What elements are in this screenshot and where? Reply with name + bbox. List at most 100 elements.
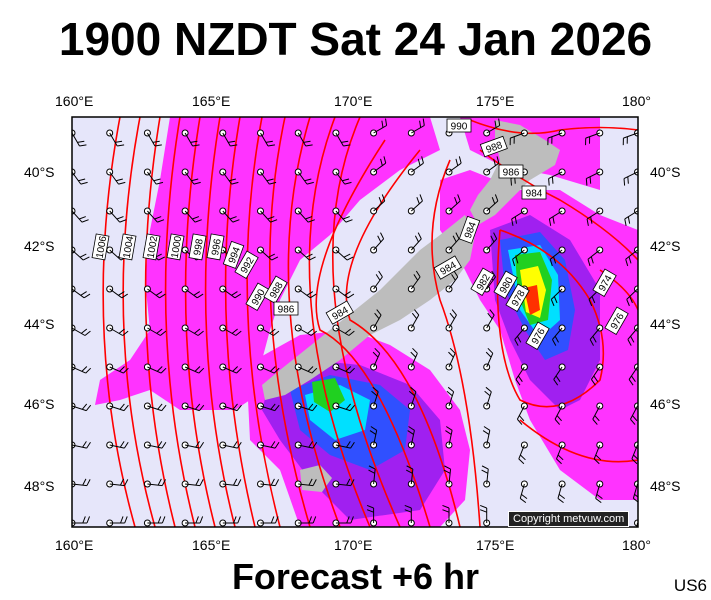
wind-barb-feather: [518, 415, 525, 422]
wind-barb-feather: [86, 479, 91, 486]
wind-barb-feather: [193, 181, 201, 185]
wind-barb-feather: [381, 120, 384, 128]
wind-barb-feather: [412, 347, 418, 354]
wind-barb-icon: [448, 469, 452, 485]
wind-barb-feather: [406, 465, 414, 470]
wind-barb-icon: [72, 444, 87, 449]
wind-barb-feather: [451, 309, 457, 316]
wind-barb-icon: [184, 366, 200, 374]
wind-barb-feather: [81, 219, 89, 223]
wind-barb-feather: [233, 478, 238, 486]
wind-barb-icon: [147, 327, 161, 336]
wind-barb-feather: [554, 336, 559, 343]
lat-label-left: 42°S: [24, 238, 55, 254]
wind-barb-feather: [445, 426, 453, 431]
lon-label-bottom: 180°: [622, 537, 651, 553]
wind-barb-feather: [341, 140, 349, 143]
wind-barb-icon: [553, 366, 563, 380]
wind-barb-icon: [222, 405, 238, 412]
wind-barb-feather: [380, 158, 383, 166]
wind-barb-icon: [586, 210, 601, 220]
wind-barb-feather: [306, 291, 314, 296]
wind-barb-icon: [335, 444, 351, 449]
wind-barb-feather: [123, 367, 129, 374]
wind-barb-feather: [376, 309, 382, 316]
wind-barb-feather: [595, 454, 602, 461]
wind-barb-icon: [448, 200, 461, 212]
wind-barb-feather: [190, 140, 198, 143]
wind-barb-icon: [592, 405, 601, 420]
wind-barb-feather: [405, 469, 413, 474]
wind-barb-feather: [626, 299, 630, 307]
lon-label-top: 165°E: [192, 93, 231, 109]
wind-barb-icon: [335, 405, 351, 412]
wind-barb-feather: [229, 178, 237, 182]
wind-barb-feather: [308, 478, 313, 486]
wind-barb-feather: [510, 178, 512, 186]
wind-barb-feather: [270, 478, 275, 486]
wind-barb-feather: [199, 479, 204, 486]
wind-barb-icon: [146, 132, 156, 147]
wind-barb-feather: [552, 216, 555, 224]
wind-barb-feather: [554, 418, 561, 425]
wind-barb-feather: [404, 509, 412, 513]
wind-barb-icon: [373, 162, 387, 173]
wind-barb-feather: [628, 256, 632, 264]
wind-barb-feather: [371, 390, 378, 397]
wind-barb-feather: [304, 178, 312, 182]
wind-barb-feather: [416, 197, 420, 204]
wind-barb-feather: [487, 312, 493, 319]
wind-barb-feather: [228, 140, 236, 143]
wind-barb-icon: [373, 353, 381, 368]
wind-barb-feather: [485, 351, 492, 358]
wind-barb-icon: [297, 327, 312, 336]
wind-barb-feather: [266, 178, 274, 182]
wind-barb-feather: [231, 181, 239, 185]
wind-barb-feather: [116, 216, 124, 220]
wind-barb-feather: [237, 441, 242, 449]
wind-barb-feather: [199, 516, 204, 524]
wind-barb-icon: [623, 171, 638, 180]
wind-barb-feather: [344, 181, 352, 185]
wind-barb-feather: [312, 404, 318, 411]
wind-barb-icon: [184, 288, 198, 299]
isobar-label: 990: [446, 118, 472, 133]
wind-barb-feather: [124, 516, 128, 524]
south-island-land: [262, 215, 475, 400]
wind-barb-icon: [411, 125, 425, 134]
wind-barb-feather: [422, 118, 425, 126]
wind-barb-feather: [366, 504, 374, 509]
wind-barb-feather: [445, 430, 452, 435]
lon-label-top: 160°E: [55, 93, 94, 109]
wind-barb-feather: [343, 144, 351, 147]
wind-barb-icon: [222, 288, 236, 299]
wind-barb-feather: [494, 194, 499, 202]
wind-barb-feather: [449, 347, 456, 354]
wind-barb-feather: [591, 379, 596, 386]
lat-label-right: 42°S: [650, 238, 681, 254]
wind-barb-icon: [512, 249, 525, 260]
wind-barb-feather: [372, 351, 379, 358]
wind-barb-icon: [586, 171, 601, 180]
wind-barb-feather: [549, 259, 553, 267]
wind-barb-icon: [335, 483, 351, 487]
wind-barb-icon: [72, 366, 86, 374]
wind-barb-icon: [587, 249, 601, 260]
wind-barb-feather: [153, 178, 161, 182]
wind-barb-feather: [237, 516, 241, 524]
wind-barb-feather: [407, 430, 414, 435]
wind-barb-icon: [554, 405, 563, 420]
wind-barb-feather: [623, 178, 626, 186]
wind-barb-feather: [308, 219, 315, 223]
wind-barb-feather: [552, 339, 557, 346]
wind-barb-feather: [347, 293, 355, 299]
wind-barb-feather: [236, 404, 242, 411]
wind-barb-feather: [195, 516, 199, 524]
wind-barb-icon: [335, 171, 346, 185]
wind-barb-icon: [630, 405, 638, 420]
wind-barb-feather: [343, 253, 351, 258]
wind-barb-feather: [305, 144, 313, 147]
lat-label-left: 48°S: [24, 478, 55, 494]
wind-barb-feather: [419, 194, 423, 202]
